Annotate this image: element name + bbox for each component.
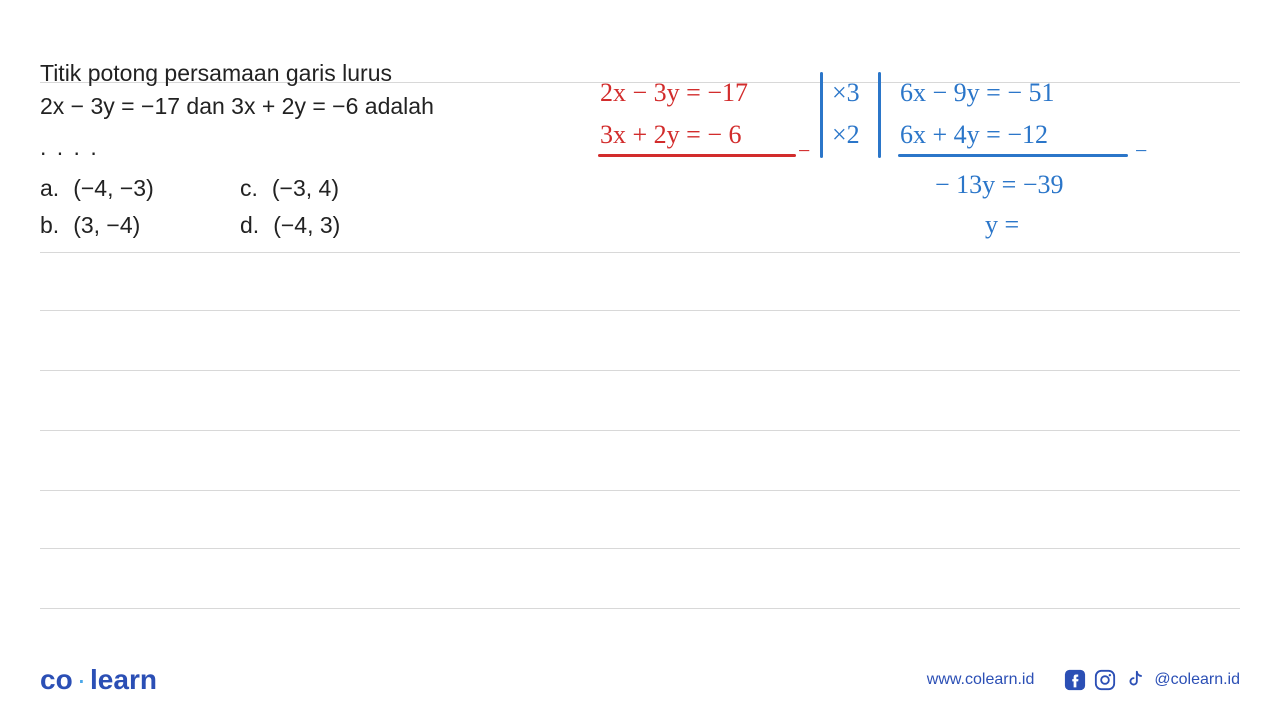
option-label: a.	[40, 173, 59, 204]
option-label: b.	[40, 210, 59, 241]
option-a: a. (−4, −3)	[40, 173, 240, 204]
divider-line	[878, 72, 881, 158]
logo-part-a: co	[40, 664, 73, 695]
divider-line	[820, 72, 823, 158]
underline-right	[898, 154, 1128, 157]
handwriting-result-1: − 13y = −39	[935, 170, 1064, 200]
question-dots: . . . .	[40, 132, 520, 163]
answer-options: a. (−4, −3) c. (−3, 4) b. (3, −4) d. (−4…	[40, 173, 520, 241]
facebook-icon	[1064, 669, 1086, 691]
footer: co·learn www.colearn.id @colearn.id	[40, 664, 1240, 696]
question-line-1: Titik potong persamaan garis lurus	[40, 58, 520, 89]
ruled-line	[40, 430, 1240, 431]
option-value: (3, −4)	[73, 210, 140, 241]
handwriting-eq1-left: 2x − 3y = −17	[600, 78, 748, 108]
option-d: d. (−4, 3)	[240, 210, 440, 241]
footer-right: www.colearn.id @colearn.id	[927, 669, 1240, 691]
social-handle: @colearn.id	[1154, 671, 1240, 689]
handwriting-eq2-right: 6x + 4y = −12	[900, 120, 1048, 150]
social-icons: @colearn.id	[1064, 669, 1240, 691]
underline-left	[598, 154, 796, 157]
ruled-line	[40, 370, 1240, 371]
question-block: Titik potong persamaan garis lurus 2x − …	[40, 58, 520, 241]
ruled-line	[40, 548, 1240, 549]
instagram-icon	[1094, 669, 1116, 691]
question-line-2: 2x − 3y = −17 dan 3x + 2y = −6 adalah	[40, 91, 520, 122]
handwriting-eq1-right: 6x − 9y = − 51	[900, 78, 1055, 108]
ruled-line	[40, 490, 1240, 491]
option-c: c. (−3, 4)	[240, 173, 440, 204]
logo-separator: ·	[73, 664, 90, 695]
option-value: (−4, 3)	[273, 210, 340, 241]
multiplier-1: ×3	[832, 78, 860, 108]
page: Titik potong persamaan garis lurus 2x − …	[0, 0, 1280, 720]
tiktok-icon	[1124, 669, 1146, 691]
handwriting-eq2-left: 3x + 2y = − 6	[600, 120, 742, 150]
ruled-line	[40, 310, 1240, 311]
brand-logo: co·learn	[40, 664, 157, 696]
option-label: d.	[240, 210, 259, 241]
ruled-line	[40, 608, 1240, 609]
option-label: c.	[240, 173, 258, 204]
logo-part-b: learn	[90, 664, 157, 695]
subtract-sign-left: −	[798, 138, 810, 164]
multiplier-2: ×2	[832, 120, 860, 150]
ruled-line	[40, 252, 1240, 253]
handwriting-result-2: y =	[985, 210, 1019, 240]
option-value: (−4, −3)	[73, 173, 154, 204]
option-value: (−3, 4)	[272, 173, 339, 204]
footer-url: www.colearn.id	[927, 671, 1035, 689]
subtract-sign-right: −	[1135, 138, 1147, 164]
option-b: b. (3, −4)	[40, 210, 240, 241]
